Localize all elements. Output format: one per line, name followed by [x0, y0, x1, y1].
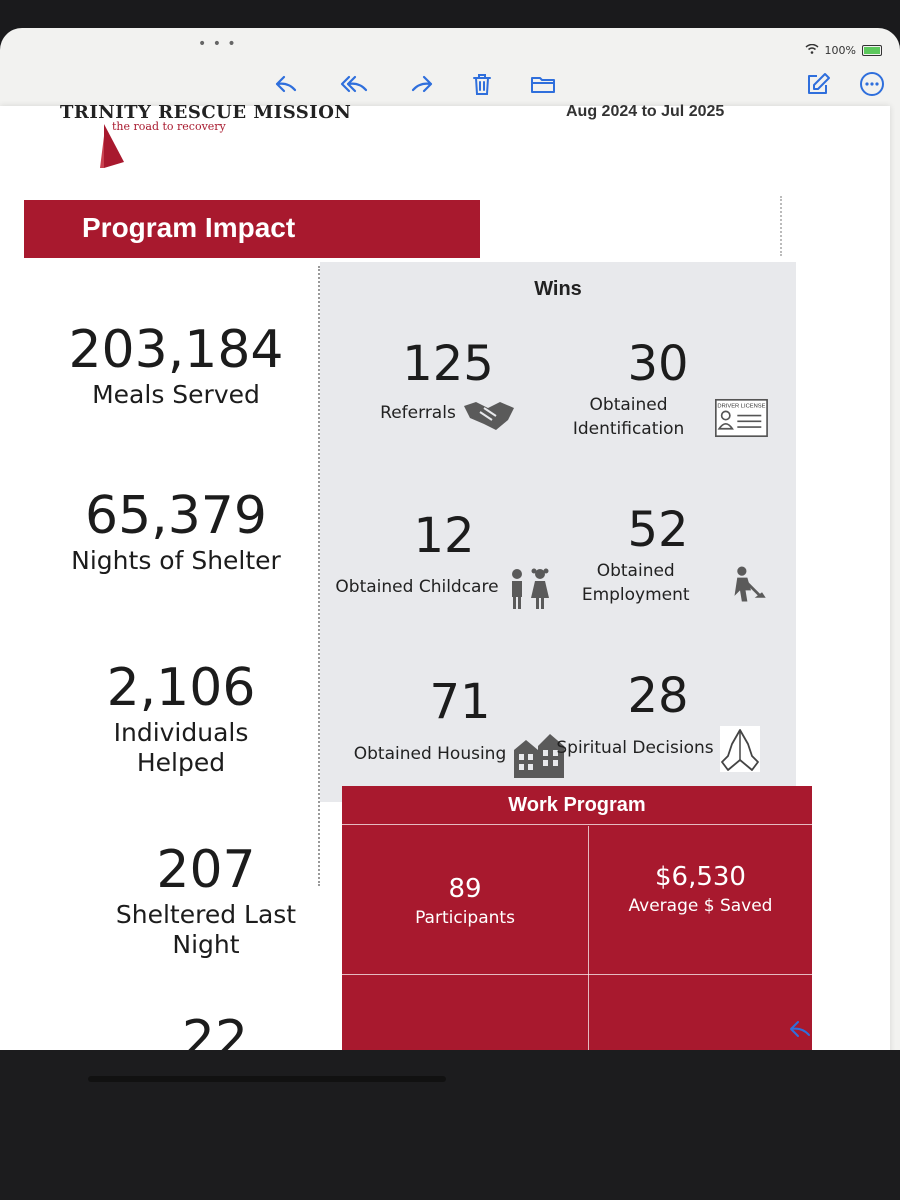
more-button[interactable] [854, 66, 890, 102]
win-label: Spiritual Decisions [556, 738, 714, 759]
participants-label: Participants [415, 908, 515, 928]
stat-individuals: 2,106 Individuals Helped [76, 662, 286, 778]
org-name: TRINITY RESCUE MISSION [60, 102, 352, 123]
win-label: Obtained Employment [581, 561, 690, 605]
column-divider [318, 266, 320, 886]
compose-icon [808, 73, 830, 94]
attachment-document[interactable]: TRINITY RESCUE MISSION the road to recov… [0, 102, 890, 1128]
wins-panel: Wins 125 Referrals 30 Obtained Identific… [320, 262, 796, 802]
sail-logo-icon [100, 124, 124, 168]
participants-value: 89 [448, 874, 482, 904]
trash-icon [473, 74, 491, 95]
win-label: Obtained Childcare [335, 577, 499, 598]
license-caption: DRIVER LICENSE [718, 403, 766, 409]
work-program-panel: Work Program 89 Participants $6,530 Aver… [342, 786, 812, 1050]
win-childcare: 12 Obtained Childcare [334, 512, 554, 610]
reply-all-icon [340, 75, 368, 93]
multitask-handle[interactable]: • • • [198, 36, 237, 52]
org-tagline: the road to recovery [112, 120, 226, 133]
win-employment: 52 Obtained Employment [548, 506, 768, 608]
win-value: 12 [413, 508, 475, 564]
markup-reply-button[interactable] [788, 1018, 812, 1044]
win-spiritual: 28 Spiritual Decisions [548, 672, 768, 772]
compose-button[interactable] [800, 66, 836, 102]
home-indicator[interactable] [88, 1076, 446, 1082]
battery-icon [862, 45, 882, 56]
stat-value: 2,106 [106, 658, 256, 718]
reply-icon [275, 75, 297, 93]
win-referrals: 125 Referrals [338, 340, 558, 434]
grid-line [588, 826, 589, 1050]
win-label: Obtained Housing [353, 744, 507, 765]
forward-icon [411, 75, 433, 93]
average-saved-cell: $6,530 Average $ Saved [589, 826, 812, 974]
device-bezel [0, 1050, 900, 1200]
stat-sheltered: 207 Sheltered Last Night [96, 844, 316, 960]
status-bar: • • • 100% [0, 28, 900, 64]
win-value: 52 [627, 502, 689, 558]
win-identification: 30 Obtained Identification DRIVER LICENS… [548, 340, 768, 442]
win-value: 71 [429, 674, 491, 730]
program-impact-banner: Program Impact [24, 200, 480, 258]
average-saved-label: Average $ Saved [628, 896, 773, 916]
stat-value: 203,184 [68, 320, 284, 380]
win-label: Obtained Identification [572, 395, 685, 439]
status-indicators: 100% [805, 43, 882, 57]
win-label: Referrals [380, 403, 456, 424]
praying-hands-icon [719, 726, 760, 772]
driver-license-icon: DRIVER LICENSE [715, 398, 768, 437]
reply-button[interactable] [268, 66, 304, 102]
win-value: 28 [627, 668, 689, 724]
device-screen: • • • 100% TRINIT [0, 28, 900, 1128]
participants-cell: 89 Participants [342, 826, 588, 974]
work-program-title: Work Program [342, 786, 812, 825]
win-value: 30 [627, 336, 689, 392]
stat-meals: 203,184 Meals Served [36, 324, 316, 410]
reply-all-button[interactable] [336, 66, 372, 102]
reply-icon [790, 1021, 810, 1037]
mail-toolbar [0, 62, 900, 108]
win-value: 125 [402, 336, 494, 392]
handshake-icon [463, 402, 514, 430]
average-saved-value: $6,530 [655, 862, 746, 892]
stat-nights: 65,379 Nights of Shelter [36, 490, 316, 576]
wifi-icon [805, 43, 819, 57]
stat-label: Nights of Shelter [71, 546, 281, 575]
forward-button[interactable] [404, 66, 440, 102]
grid-line [342, 974, 812, 975]
stat-value: 65,379 [85, 486, 267, 546]
win-housing: 71 Obtained Housing [350, 678, 570, 778]
wins-title: Wins [534, 278, 582, 300]
battery-percent: 100% [824, 44, 856, 57]
children-icon [511, 568, 549, 609]
worker-shovel-icon [734, 566, 767, 602]
more-icon [860, 72, 884, 96]
stat-label: Sheltered Last Night [115, 900, 297, 959]
folder-button[interactable] [525, 66, 561, 102]
dotted-divider [780, 196, 782, 256]
stat-value: 207 [156, 840, 256, 900]
stat-label: Individuals Helped [113, 718, 249, 777]
buildings-icon [514, 734, 565, 778]
trash-button[interactable] [464, 66, 500, 102]
stat-label: Meals Served [92, 380, 260, 409]
date-range: Aug 2024 to Jul 2025 [566, 103, 725, 120]
folder-icon [531, 77, 555, 93]
